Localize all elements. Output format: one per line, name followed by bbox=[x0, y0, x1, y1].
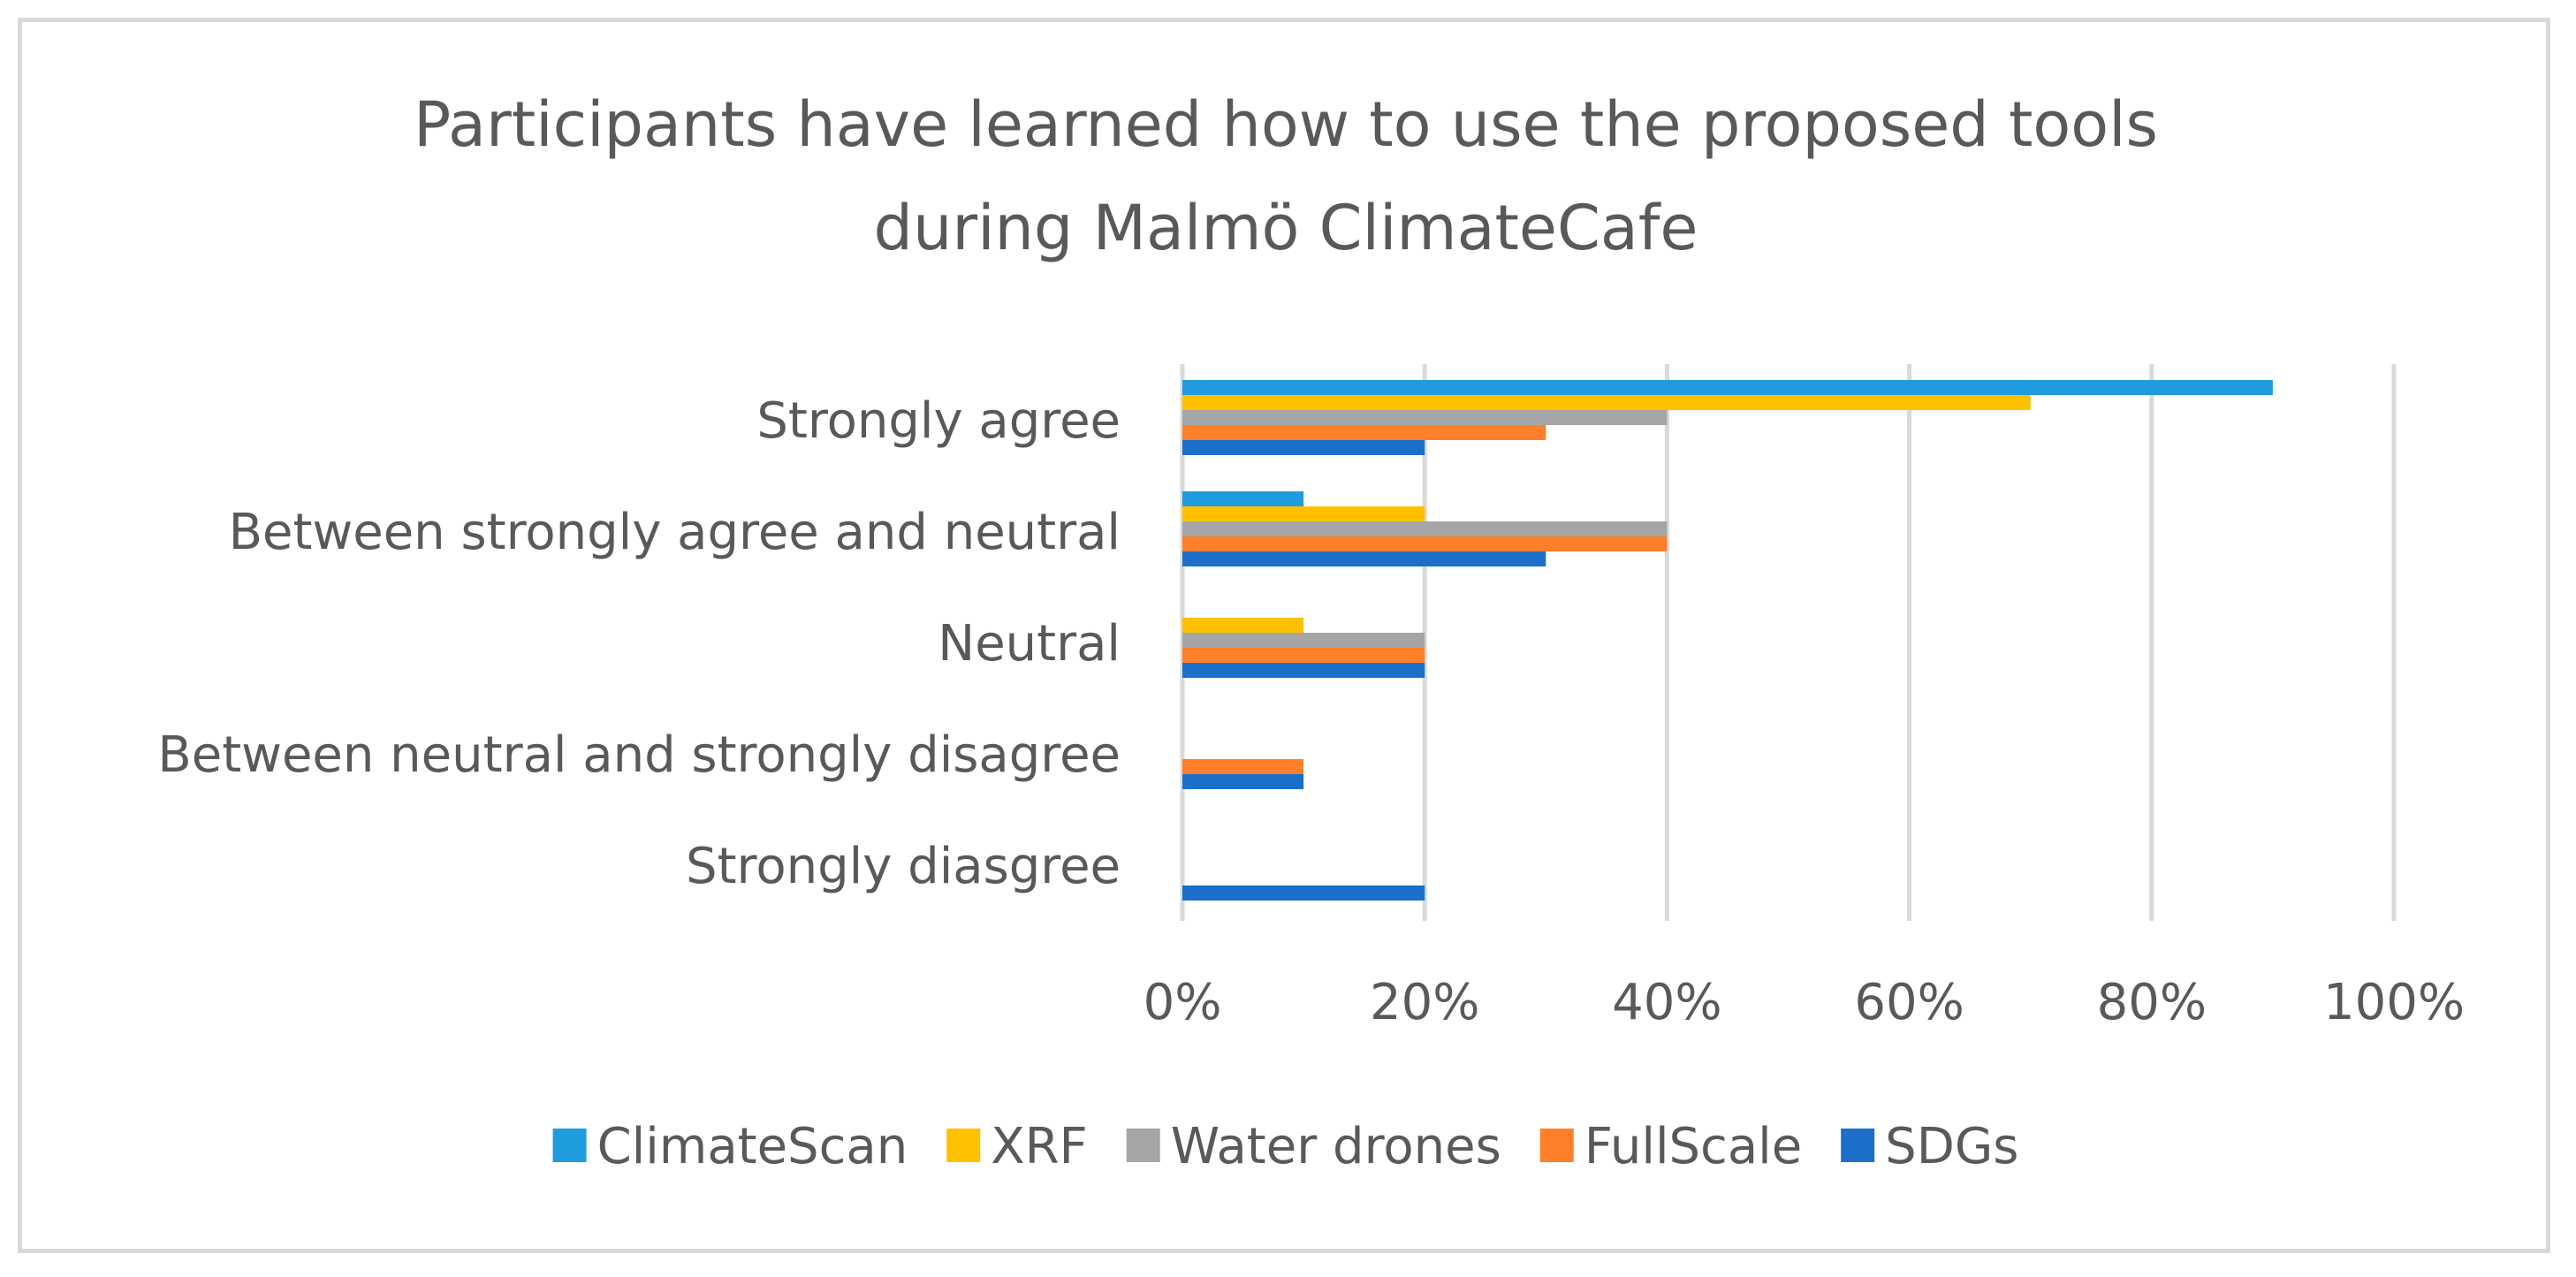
category-labels: Strongly agree Between strongly agree and… bbox=[157, 392, 1121, 895]
bar bbox=[1182, 410, 1668, 425]
legend-label: FullScale bbox=[1584, 1118, 1802, 1175]
x-tick-label: 60% bbox=[1854, 974, 1964, 1031]
legend-swatch bbox=[946, 1129, 981, 1162]
bar bbox=[1182, 521, 1668, 536]
x-tick-label: 100% bbox=[2323, 974, 2465, 1031]
legend-label: ClimateScan bbox=[597, 1118, 908, 1175]
bar bbox=[1182, 506, 1425, 521]
bar bbox=[1182, 774, 1304, 789]
bar bbox=[1182, 648, 1425, 663]
legend: ClimateScan XRF Water drones FullScale SDGs bbox=[552, 1118, 2018, 1175]
bar bbox=[1182, 759, 1304, 774]
bar bbox=[1182, 618, 1304, 633]
x-tick-label: 80% bbox=[2097, 974, 2207, 1031]
category-label: Between strongly agree and neutral bbox=[229, 504, 1121, 561]
chart-title-line-2: during Malmö ClimateCafe bbox=[874, 192, 1698, 264]
bar bbox=[1182, 886, 1425, 901]
legend-label: SDGs bbox=[1885, 1118, 2018, 1175]
bar bbox=[1182, 551, 1546, 566]
bars bbox=[1182, 380, 2273, 901]
bar bbox=[1182, 425, 1546, 440]
category-label: Strongly agree bbox=[756, 392, 1121, 450]
gridlines bbox=[1180, 364, 2397, 921]
category-label: Strongly diasgree bbox=[686, 838, 1121, 895]
x-tick-label: 40% bbox=[1612, 974, 1721, 1031]
x-tick-label: 0% bbox=[1144, 974, 1222, 1031]
legend-swatch bbox=[1841, 1129, 1875, 1162]
category-label: Between neutral and strongly disagree bbox=[157, 726, 1121, 784]
x-axis-ticks: 0% 20% 40% 60% 80% 100% bbox=[1144, 974, 2465, 1031]
legend-label: Water drones bbox=[1171, 1118, 1501, 1175]
bar bbox=[1182, 491, 1304, 506]
bar bbox=[1182, 663, 1425, 678]
legend-label: XRF bbox=[991, 1118, 1087, 1175]
chart-title-line-1: Participants have learned how to use the… bbox=[414, 88, 2158, 161]
bar bbox=[1182, 536, 1668, 551]
bar bbox=[1182, 440, 1425, 455]
category-label: Neutral bbox=[938, 615, 1121, 673]
legend-swatch bbox=[552, 1129, 587, 1162]
legend-swatch bbox=[1539, 1129, 1574, 1162]
x-tick-label: 20% bbox=[1370, 974, 1479, 1031]
bar bbox=[1182, 395, 2031, 410]
bar bbox=[1182, 633, 1425, 648]
bar bbox=[1182, 380, 2273, 395]
legend-swatch bbox=[1126, 1129, 1160, 1162]
